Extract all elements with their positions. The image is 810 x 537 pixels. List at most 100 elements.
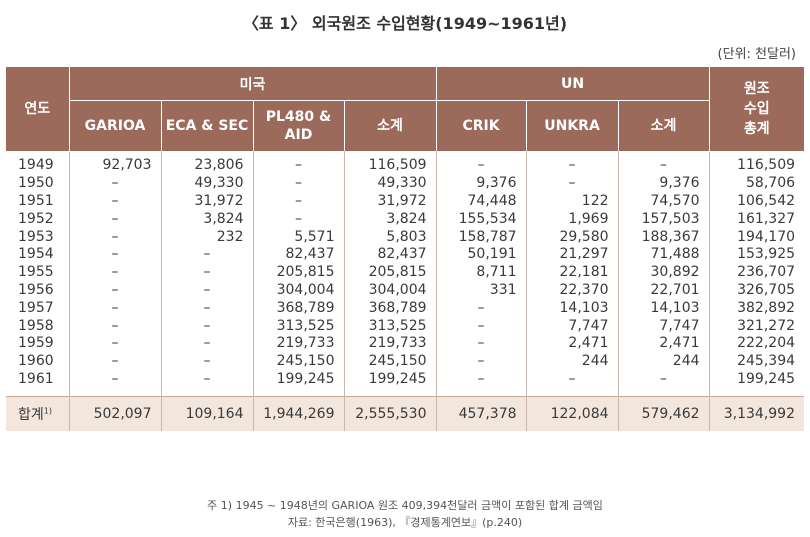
- cell-un-sub: 74,570: [617, 192, 710, 210]
- cell-crik: 331: [435, 281, 527, 299]
- table-row: 1958– –313,525 313,525–7,747 7,747 321,272: [6, 316, 805, 335]
- cell-crik: 50,191: [435, 245, 527, 264]
- cell-usa-sub: 245,150: [343, 352, 437, 371]
- header-usa: 미국: [68, 67, 437, 101]
- spacer-cell: [525, 387, 619, 397]
- total-usa-subtotal: 2,555,530: [343, 395, 437, 431]
- cell-unkra: 14,103: [525, 298, 619, 317]
- cell-year: 1954: [18, 246, 54, 263]
- header-pl480-line2: AID: [284, 127, 313, 143]
- cell-total: 58,706: [708, 174, 805, 193]
- cell-ecasec: 3,824: [160, 209, 253, 228]
- cell-un-sub: 157,503: [617, 209, 710, 228]
- table-title: 〈표 1〉 외국원조 수입현황(1949~1961년): [242, 14, 568, 33]
- cell-year: 1955: [18, 264, 54, 281]
- cell-total: 236,707: [708, 263, 805, 282]
- cell-total: 106,542: [708, 192, 805, 210]
- cell-year: 1949: [18, 157, 54, 174]
- cell-pl480: 205,815: [252, 263, 344, 282]
- aid-table: 연도 미국 UN 원조 수입 총계 GARIOA ECA & SEC PL480…: [6, 67, 805, 431]
- cell-pl480: 245,150: [252, 352, 344, 371]
- total-un-subtotal: 579,462: [617, 395, 710, 431]
- cell-ecasec: –: [160, 281, 253, 299]
- spacer-cell: [435, 387, 527, 397]
- cell-un-sub: 188,367: [617, 227, 710, 246]
- cell-total: 321,272: [708, 316, 805, 335]
- cell-unkra: 29,580: [525, 227, 619, 246]
- cell-crik: –: [435, 334, 527, 353]
- cell-unkra: 22,370: [525, 281, 619, 299]
- cell-garioa: –: [68, 316, 161, 335]
- cell-unkra: –: [525, 151, 619, 175]
- cell-unkra: –: [525, 370, 619, 388]
- table-row: 1955– –205,815 205,815 8,711 22,181 30,892 236…: [6, 263, 805, 282]
- total-label: 합계: [18, 406, 44, 423]
- table-row: 1956– –304,004 304,004 331 22,370 22,701 326,7…: [6, 281, 805, 299]
- header-crik: CRIK: [435, 100, 527, 151]
- cell-crik: –: [435, 316, 527, 335]
- cell-usa-sub: 116,509: [343, 151, 437, 175]
- table-row: 1950–49,330–49,330 9,376–9,376 58,706: [6, 174, 805, 193]
- spacer-cell: [343, 387, 437, 397]
- cell-ecasec: 23,806: [160, 151, 253, 175]
- table-row: 1951–31,972–31,972 74,448 122 74,570 106,542: [6, 192, 805, 210]
- cell-ecasec: –: [160, 352, 253, 371]
- cell-garioa: –: [68, 334, 161, 353]
- cell-usa-sub: 5,803: [343, 227, 437, 246]
- header-pl480-line1: PL480 &: [265, 109, 332, 125]
- cell-usa-sub: 3,824: [343, 209, 437, 228]
- table-row: 1959– –219,733 219,733–2,471 2,471 222,204: [6, 334, 805, 353]
- header-total-line1: 원조: [743, 80, 770, 97]
- cell-garioa: –: [68, 209, 161, 228]
- cell-year: 1953: [18, 228, 54, 245]
- cell-garioa: –: [68, 370, 161, 388]
- cell-year: 1951: [18, 192, 54, 209]
- cell-crik: –: [435, 352, 527, 371]
- cell-ecasec: 232: [160, 227, 253, 246]
- cell-un-sub: 244: [617, 352, 710, 371]
- spacer-cell: [708, 387, 805, 397]
- cell-total: 194,170: [708, 227, 805, 246]
- cell-pl480: –: [252, 174, 344, 193]
- cell-usa-sub: 31,972: [343, 192, 437, 210]
- total-crik: 457,378: [435, 395, 527, 431]
- table-row: 1952–3,824–3,824 155,534 1,969 157,503 161,3…: [6, 209, 805, 228]
- header-unkra: UNKRA: [525, 100, 619, 151]
- cell-ecasec: 49,330: [160, 174, 253, 193]
- cell-year: 1961: [18, 370, 54, 387]
- cell-pl480: –: [252, 151, 344, 175]
- total-grand: 3,134,992: [708, 395, 805, 431]
- spacer-cell: [6, 388, 69, 397]
- cell-crik: –: [435, 370, 527, 388]
- cell-un-sub: 71,488: [617, 245, 710, 264]
- header-garioa: GARIOA: [68, 100, 161, 151]
- table-row: 1960– –245,150 245,150–244 244 245,394: [6, 352, 805, 371]
- cell-un-sub: –: [617, 151, 710, 175]
- cell-total: 161,327: [708, 209, 805, 228]
- cell-crik: 74,448: [435, 192, 527, 210]
- cell-ecasec: –: [160, 298, 253, 317]
- cell-crik: 9,376: [435, 174, 527, 193]
- cell-usa-sub: 304,004: [343, 281, 437, 299]
- source-note: 자료: 한국은행(1963), 『경제통계연보』(p.240): [287, 516, 523, 529]
- cell-pl480: 5,571: [252, 227, 344, 246]
- cell-year: 1950: [18, 175, 54, 192]
- spacer-cell: [617, 387, 710, 397]
- cell-garioa: –: [68, 192, 161, 210]
- cell-garioa: –: [68, 174, 161, 193]
- cell-unkra: 122: [525, 192, 619, 210]
- spacer-row: [6, 387, 805, 397]
- cell-usa-sub: 49,330: [343, 174, 437, 193]
- cell-usa-sub: 219,733: [343, 334, 437, 353]
- cell-total: 382,892: [708, 298, 805, 317]
- cell-year: 1952: [18, 210, 54, 227]
- cell-un-sub: 9,376: [617, 174, 710, 193]
- cell-crik: 8,711: [435, 263, 527, 282]
- cell-pl480: 313,525: [252, 316, 344, 335]
- cell-ecasec: 31,972: [160, 192, 253, 210]
- cell-total: 245,394: [708, 352, 805, 371]
- table-row: 1961– –199,245 199,245– – –199,245: [6, 370, 805, 388]
- cell-garioa: –: [68, 263, 161, 282]
- cell-usa-sub: 82,437: [343, 245, 437, 264]
- total-garioa: 502,097: [68, 395, 161, 431]
